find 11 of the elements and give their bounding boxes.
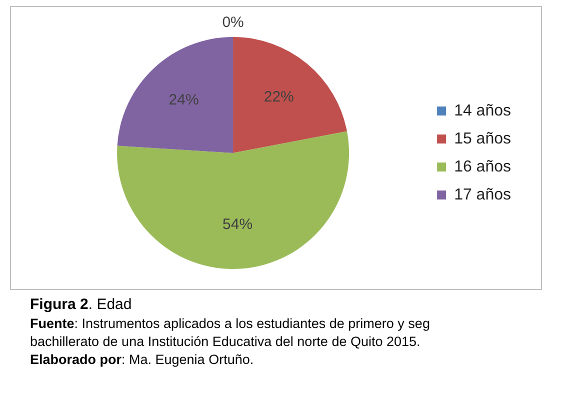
legend-label: 15 años xyxy=(454,130,511,148)
data-label: 22% xyxy=(264,88,294,106)
legend-label: 14 años xyxy=(454,102,511,120)
data-label: 24% xyxy=(168,92,199,109)
data-label: 54% xyxy=(222,216,253,233)
text: Figura 2. Edad xyxy=(30,296,133,313)
text: Elaborado por: Ma. Eugenia Ortuño. xyxy=(30,351,255,369)
legend-label: 17 años xyxy=(454,186,511,204)
source-note: Fuente: Instrumentos aplicados a los estudiantes de primero y seg bachillerato de una Institución Educativa del norte de Quito 2015. xyxy=(30,315,431,351)
text: 0% xyxy=(222,14,244,32)
legend-label: 16 años xyxy=(454,158,511,176)
